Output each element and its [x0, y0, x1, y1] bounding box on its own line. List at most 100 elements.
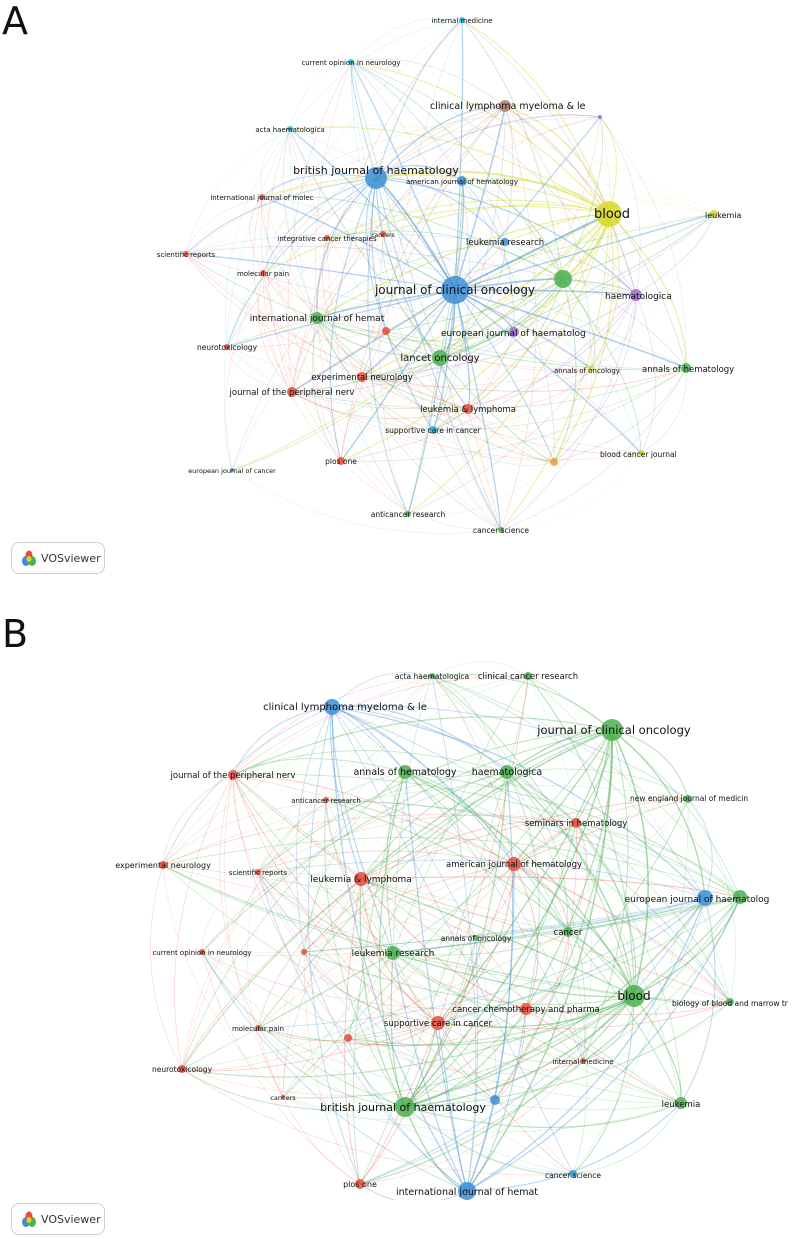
node-experimental-neurology[interactable] [159, 861, 167, 869]
node-leukemia-research[interactable] [386, 946, 400, 960]
node-journal-of-clinical-oncology[interactable] [601, 719, 623, 741]
node-blood[interactable] [623, 985, 645, 1007]
node-experimental-neurology[interactable] [357, 372, 367, 382]
node-british-journal-of-haematology[interactable] [395, 1097, 415, 1117]
node-cancer-science[interactable] [498, 527, 504, 533]
network-edge [257, 675, 433, 873]
network-edge [359, 1183, 468, 1200]
node-current-opinion-in-neurology[interactable] [348, 59, 354, 65]
network-edge [361, 294, 637, 378]
node-annals-of-hematology[interactable] [681, 363, 691, 373]
network-edge [385, 19, 463, 332]
node-label-journal-of-clinical-oncology: journal of clinical oncology [374, 283, 535, 297]
node-leukemia-lymphoma[interactable] [463, 404, 473, 414]
node-international-journal-of-hemat[interactable] [311, 312, 323, 324]
node-haematologica[interactable] [630, 289, 642, 301]
node-blood[interactable] [596, 201, 622, 227]
node-seminars-in-hematology[interactable] [571, 818, 581, 828]
node-supportive-care-in-cancer[interactable] [431, 1016, 445, 1030]
node-u-red-b1[interactable] [344, 1034, 352, 1042]
node-journal-of-the-peripheral-nerv[interactable] [228, 770, 238, 780]
node-acta-haematologica[interactable] [287, 126, 293, 132]
node-international-journal-of-molec[interactable] [259, 194, 265, 200]
node-clinical-lymphoma-myeloma-le[interactable] [499, 100, 511, 112]
node-clinical-cancer-research[interactable] [524, 672, 532, 680]
network-edge [392, 952, 468, 1192]
node-european-journal-of-cancer[interactable] [230, 468, 234, 472]
node-british-journal-of-haematology[interactable] [365, 167, 387, 189]
node-plos-one[interactable] [337, 457, 345, 465]
network-edge [562, 278, 596, 370]
node-label-cancer-chemotherapy-and-pharma: cancer chemotherapy and pharma [452, 1005, 599, 1015]
node-cancers[interactable] [380, 231, 386, 237]
node-anticancer-research[interactable] [323, 797, 329, 803]
network-edge [201, 871, 259, 953]
node-label-european-journal-of-haematolog: european journal of haematolog [625, 895, 770, 905]
network-edge [201, 951, 682, 1104]
node-biology-of-blood-and-marrow-tr[interactable] [726, 998, 734, 1006]
node-american-journal-of-hematology[interactable] [457, 176, 467, 186]
node-neurotoxicology[interactable] [224, 344, 230, 350]
network-edge [525, 729, 614, 1010]
node-leukemia[interactable] [710, 210, 718, 218]
network-edge [382, 180, 463, 235]
node-label-british-journal-of-haematology: british journal of haematology [293, 164, 459, 177]
node-blood-cancer-journal[interactable] [638, 450, 644, 456]
node-integrative-cancer-therapies[interactable] [324, 235, 330, 241]
node-cancers[interactable] [281, 1095, 285, 1099]
node-molecular-pain[interactable] [260, 270, 266, 276]
node-cancer[interactable] [563, 927, 573, 937]
node-anticancer-research[interactable] [405, 511, 411, 517]
node-plos-one[interactable] [355, 1179, 365, 1189]
network-edge [326, 199, 610, 239]
network-edge [513, 331, 642, 454]
node-neurotoxicology[interactable] [178, 1065, 186, 1073]
node-american-journal-of-hematology[interactable] [507, 857, 521, 871]
node-internal-medicine[interactable] [459, 17, 465, 23]
node-leukemia-lymphoma[interactable] [354, 872, 368, 886]
network-edge [329, 706, 362, 880]
node-scientific-reports[interactable] [183, 251, 189, 257]
panel-a-vosviewer-badge: VOSviewer [11, 542, 105, 574]
node-annals-of-oncology[interactable] [588, 366, 594, 372]
node-annals-of-oncology[interactable] [473, 935, 479, 941]
node-molecular-pain[interactable] [255, 1025, 261, 1031]
node-u-orange-1[interactable] [550, 458, 558, 466]
node-u-blue-b1[interactable] [490, 1095, 500, 1105]
node-cancer-chemotherapy-and-pharma[interactable] [520, 1003, 532, 1015]
node-european-journal-of-haematolog[interactable] [509, 327, 519, 337]
node-haematologica[interactable] [500, 765, 514, 779]
node-u-purple-1[interactable] [598, 115, 602, 119]
node-journal-of-clinical-oncology[interactable] [441, 276, 469, 304]
network-edge [340, 105, 506, 462]
network-edge [432, 180, 470, 431]
node-u-red-1[interactable] [382, 327, 390, 335]
network-edge [494, 822, 577, 1101]
node-label-cancers: cancers [270, 1094, 296, 1102]
node-journal-of-the-peripheral-nerv[interactable] [287, 387, 297, 397]
node-international-journal-of-hemat[interactable] [458, 1182, 476, 1200]
node-acta-haematologica[interactable] [429, 673, 435, 679]
node-current-opinion-in-neurology[interactable] [199, 949, 205, 955]
network-edge [385, 213, 610, 332]
node-clinical-lymphoma-myeloma-le[interactable] [324, 699, 340, 715]
node-u-green-b1[interactable] [733, 890, 747, 904]
node-lancet-oncology[interactable] [432, 350, 448, 366]
network-edge [506, 771, 731, 1003]
node-leukemia-research[interactable] [501, 238, 509, 246]
node-european-journal-of-haematolog[interactable] [697, 890, 713, 906]
network-edge [611, 729, 706, 899]
node-u-green-1[interactable] [554, 270, 572, 288]
network-edge [404, 1001, 731, 1108]
node-supportive-care-in-cancer[interactable] [429, 426, 437, 434]
network-edge [513, 863, 569, 933]
node-new-england-journal-of-medicin[interactable] [684, 795, 692, 803]
network-edge [257, 850, 515, 873]
node-u-red-b2[interactable] [301, 949, 307, 955]
node-internal-medicine[interactable] [580, 1058, 586, 1064]
node-leukemia[interactable] [675, 1097, 687, 1109]
node-scientific-reports[interactable] [255, 869, 261, 875]
node-cancer-science[interactable] [569, 1170, 577, 1178]
network-edge [350, 61, 564, 280]
node-annals-of-hematology[interactable] [398, 765, 412, 779]
